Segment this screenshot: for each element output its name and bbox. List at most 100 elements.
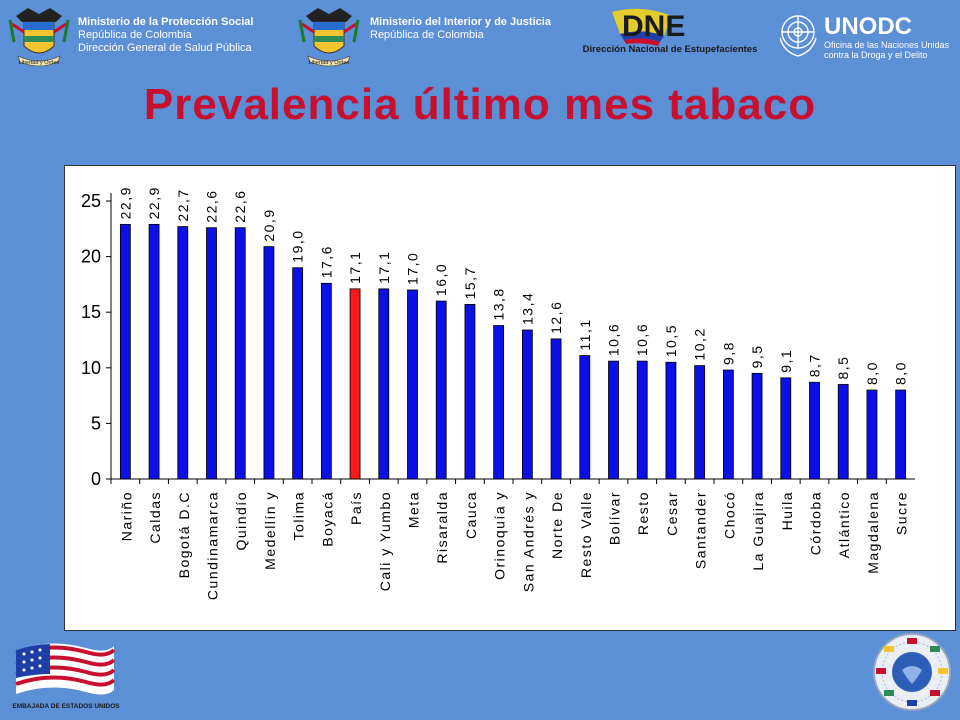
data-label: 22,9	[146, 186, 162, 219]
org-name: Ministerio de la Protección Social	[78, 16, 254, 28]
un-emblem-icon	[779, 15, 817, 57]
bar	[292, 267, 304, 480]
x-tick-label: San Andrés y	[520, 491, 536, 592]
page-title: Prevalencia último mes tabaco	[143, 80, 817, 129]
colombia-coat-of-arms-icon: Libertad y Orden	[298, 8, 360, 67]
data-label: 17,0	[405, 252, 421, 285]
y-tick-label: 0	[91, 469, 101, 489]
chart-panel: 0 5 10 15 20 25 22,9 Nariño 22,9 Caldas 22,7 Bogotá…	[64, 165, 956, 631]
x-tick-label: Norte De	[549, 491, 565, 559]
data-label: 11,1	[577, 318, 593, 350]
bar	[177, 226, 189, 480]
data-label: 17,1	[376, 251, 392, 284]
unodc-caption: contra la Droga y el Delito	[824, 50, 928, 60]
x-tick-label: Medellín y	[262, 491, 278, 570]
bar	[780, 377, 792, 480]
org-country: República de Colombia	[370, 29, 484, 41]
org-country: República de Colombia	[78, 29, 192, 41]
x-tick-label: Cauca	[463, 491, 479, 539]
data-label: 17,1	[347, 251, 363, 284]
dne-logo-text: DNE	[622, 10, 685, 43]
data-label: 22,6	[232, 189, 248, 222]
x-tick-label: Meta	[406, 491, 422, 528]
data-label: 8,0	[864, 361, 880, 385]
data-label: 10,5	[663, 324, 679, 357]
flags-ring-icon	[876, 638, 948, 706]
data-label: 13,4	[519, 292, 535, 325]
bar	[809, 381, 820, 480]
y-tick-label: 20	[81, 247, 101, 267]
data-label: 12,6	[548, 301, 564, 334]
data-label: 8,7	[807, 353, 823, 377]
unodc-caption: Oficina de las Naciones Unidas	[824, 40, 950, 50]
us-embassy-flag-logo: EMBAJADA DE ESTADOS UNIDOS	[12, 643, 120, 710]
x-tick-label: Cesar	[664, 491, 680, 536]
data-label: 22,9	[117, 186, 133, 219]
x-tick-label: Risaralda	[434, 491, 450, 564]
bar	[119, 223, 131, 480]
data-label: 9,5	[749, 344, 765, 368]
org-division: Dirección General de Salud Pública	[78, 42, 252, 54]
x-tick-label: Quindío	[233, 491, 249, 551]
x-tick-label: Córdoba	[808, 491, 824, 555]
bar	[579, 355, 591, 480]
bar	[206, 227, 217, 480]
data-label: 13,8	[491, 287, 507, 320]
data-label: 22,6	[204, 189, 220, 222]
data-label: 9,1	[778, 349, 794, 373]
bar	[464, 304, 476, 480]
dne-caption: Dirección Nacional de Estupefacientes	[583, 44, 758, 55]
x-tick-label: Sucre	[894, 491, 910, 535]
us-flag-icon	[15, 643, 116, 695]
bar	[234, 227, 246, 480]
data-label: 17,6	[318, 245, 334, 278]
org-name: Ministerio del Interior y de Justicia	[370, 16, 551, 28]
embassy-caption: EMBAJADA DE ESTADOS UNIDOS	[12, 703, 120, 710]
y-tick-label: 10	[81, 358, 101, 378]
y-tick-label: 25	[81, 191, 101, 211]
x-tick-label: Orinoquía y	[492, 491, 508, 580]
data-label: 8,0	[893, 361, 909, 385]
bar	[148, 223, 160, 480]
y-tick-label: 5	[91, 413, 101, 433]
bar	[608, 360, 619, 480]
crest-motto: Libertad y Orden	[19, 60, 60, 66]
bar	[636, 360, 648, 480]
unodc-logo-text: UNODC	[824, 13, 912, 40]
data-label: 20,9	[261, 208, 277, 241]
x-tick-label: Huila	[779, 491, 795, 530]
x-tick-label: Boyacá	[319, 491, 335, 547]
data-label: 10,6	[606, 323, 622, 356]
x-tick-label: Caldas	[147, 491, 163, 544]
bar	[665, 361, 677, 480]
bar	[866, 389, 878, 480]
x-tick-label: País	[348, 491, 364, 525]
y-tick-label: 15	[81, 302, 101, 322]
oas-seal-logo	[873, 633, 951, 711]
bar	[550, 338, 562, 480]
x-tick-label: Santander	[693, 491, 709, 569]
data-label: 22,7	[175, 188, 191, 221]
data-label: 10,2	[692, 327, 708, 360]
bar	[263, 246, 275, 480]
data-label: 15,7	[462, 266, 478, 299]
bar	[320, 282, 332, 480]
x-tick-label: Cali y Yumbo	[377, 491, 393, 591]
x-tick-label: Bogotá D.C	[176, 491, 192, 578]
bar	[694, 365, 706, 480]
unodc-logo: UNODC Oficina de las Naciones Unidas con…	[779, 13, 950, 60]
dne-logo: DNE Dirección Nacional de Estupefaciente…	[583, 8, 758, 55]
x-tick-label: Tolima	[291, 491, 307, 540]
data-label: 16,0	[433, 263, 449, 296]
crest-motto: Libertad y Orden	[309, 60, 350, 66]
x-tick-label: Magdalena	[865, 491, 881, 574]
bar	[895, 389, 907, 480]
x-tick-label: Nariño	[118, 491, 134, 541]
bar	[407, 289, 418, 480]
bar	[435, 300, 447, 480]
x-tick-label: Atlántico	[836, 491, 852, 558]
bar-chart: 0 5 10 15 20 25 22,9 Nariño 22,9 Caldas 22,7 Bogotá…	[81, 186, 915, 600]
colombia-coat-of-arms-icon: Libertad y Orden	[8, 8, 70, 67]
x-tick-label: Resto Valle	[578, 491, 594, 578]
data-label: 19,0	[290, 229, 306, 262]
